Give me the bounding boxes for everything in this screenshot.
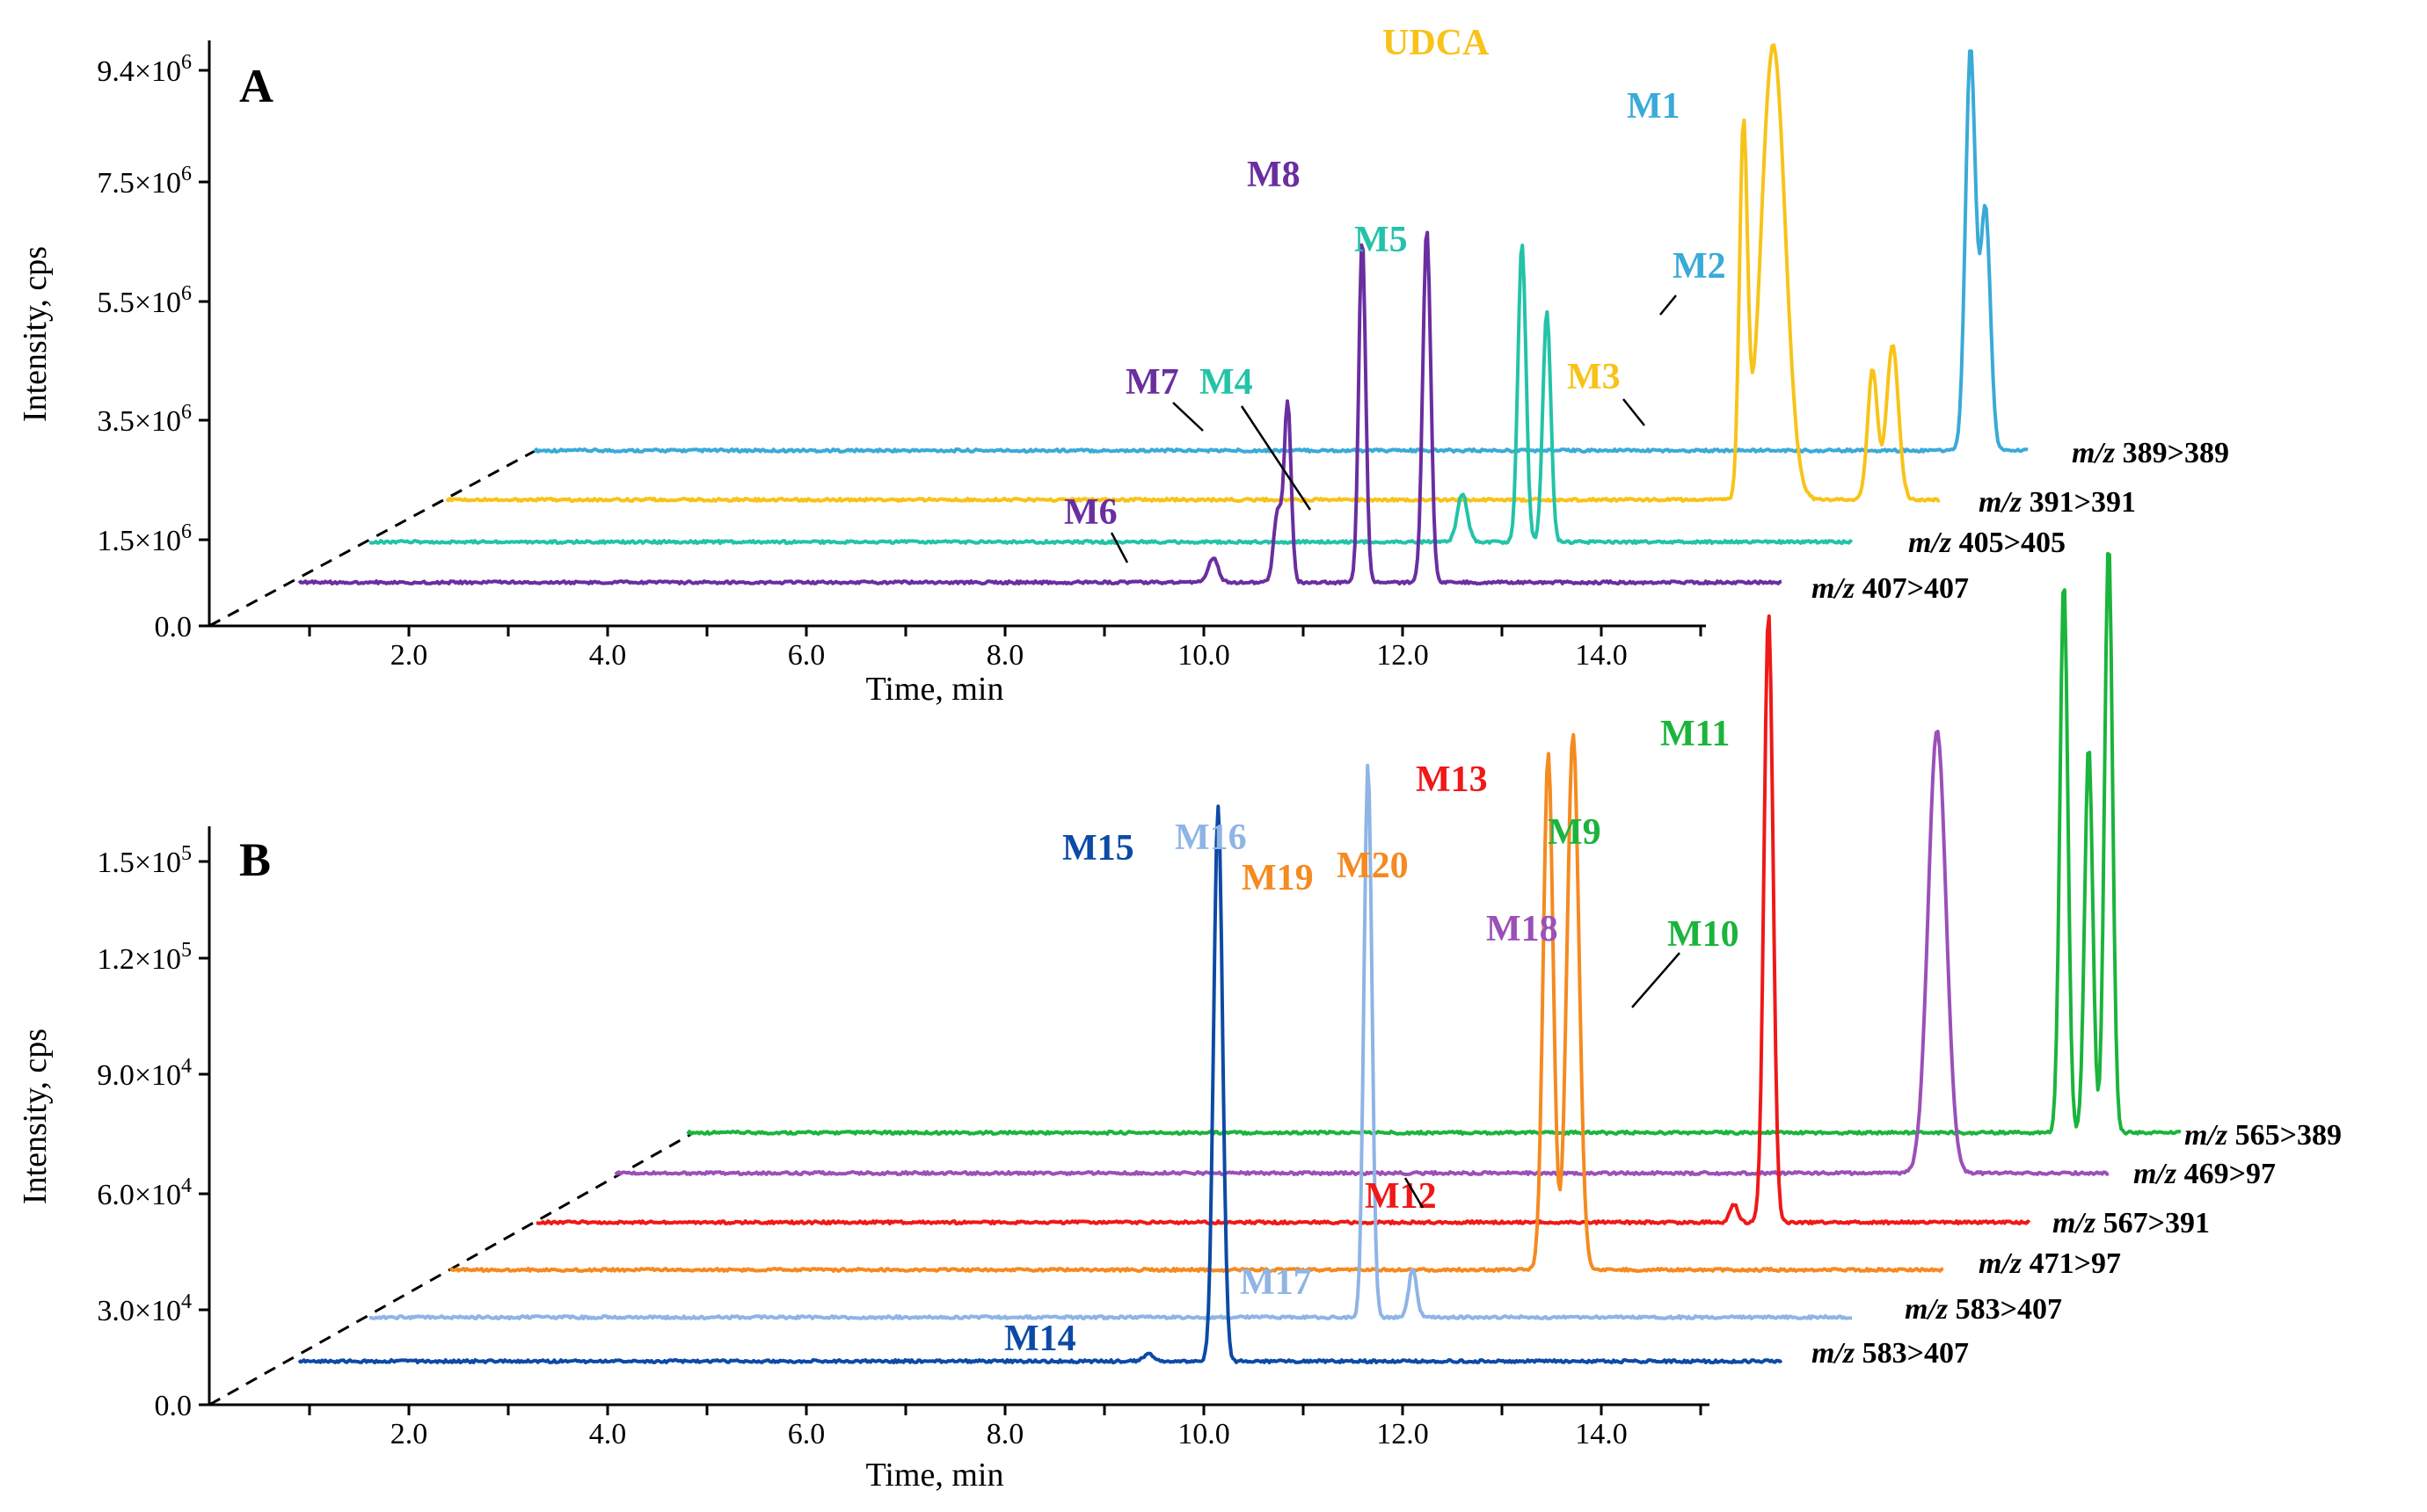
y-tick-label: 0.0 bbox=[155, 1390, 193, 1422]
trace-label-565: m/z 565>389 bbox=[2184, 1119, 2342, 1152]
leader-m7 bbox=[1172, 402, 1204, 432]
panel-a-y-ticks: 0.0 1.5×106 3.5×106 5.5×106 7.5×106 9.4×… bbox=[97, 51, 209, 643]
y-tick-label: 3.5×106 bbox=[97, 401, 192, 438]
peak-label-m7: M7 bbox=[1126, 362, 1179, 403]
panel-b-ylabel: Intensity, cps bbox=[17, 1029, 54, 1204]
trace-mz-391-391 bbox=[445, 43, 1941, 503]
peak-label-m9: M9 bbox=[1548, 812, 1601, 853]
x-tick-label: 6.0 bbox=[788, 639, 826, 672]
leader-m10 bbox=[1631, 952, 1680, 1008]
x-tick-label: 2.0 bbox=[390, 1418, 428, 1450]
leader-m3 bbox=[1622, 398, 1645, 426]
x-tick-label: 14.0 bbox=[1575, 1418, 1628, 1450]
trace-mz-471-97 bbox=[448, 732, 1944, 1273]
trace-label-389: m/z 389>389 bbox=[2072, 437, 2229, 469]
y-tick-label: 1.5×106 bbox=[97, 520, 192, 557]
x-tick-label: 4.0 bbox=[589, 1418, 627, 1450]
peak-label-m13: M13 bbox=[1416, 760, 1488, 800]
panel-b-letter: B bbox=[239, 833, 271, 886]
x-tick-label: 2.0 bbox=[390, 639, 428, 672]
panel-a-depth-axis bbox=[208, 448, 537, 628]
trace-label-469: m/z 469>97 bbox=[2133, 1158, 2276, 1190]
trace-label-567: m/z 567>391 bbox=[2052, 1207, 2210, 1239]
y-tick-label: 0.0 bbox=[155, 611, 193, 643]
leader-m4 bbox=[1240, 405, 1312, 511]
panel-a-letter: A bbox=[239, 60, 273, 113]
y-tick-label: 9.4×106 bbox=[97, 51, 192, 88]
trace-mz-407-407 bbox=[297, 230, 1782, 585]
peak-label-m3: M3 bbox=[1567, 357, 1621, 397]
peak-label-m2: M2 bbox=[1673, 246, 1726, 287]
y-tick-label: 1.2×105 bbox=[97, 939, 192, 976]
trace-mz-567-391 bbox=[536, 614, 2031, 1225]
y-tick-label: 6.0×104 bbox=[97, 1174, 192, 1211]
trace-label-407: m/z 407>407 bbox=[1811, 572, 1969, 605]
trace-label-391: m/z 391>391 bbox=[1979, 486, 2136, 519]
trace-mz-565-389 bbox=[686, 551, 2182, 1136]
peak-label-m1: M1 bbox=[1627, 86, 1680, 127]
peak-label-m17: M17 bbox=[1240, 1262, 1312, 1303]
panel-b-x-ticks: 2.0 4.0 6.0 8.0 10.0 12.0 14.0 bbox=[308, 1405, 1702, 1450]
trace-mz-405-405 bbox=[368, 244, 1854, 545]
x-tick-label: 10.0 bbox=[1177, 1418, 1230, 1450]
x-tick-label: 8.0 bbox=[987, 1418, 1024, 1450]
leader-m2 bbox=[1659, 294, 1677, 316]
leader-m12 bbox=[1403, 1177, 1425, 1209]
panel-a-x-ticks: 2.0 4.0 6.0 8.0 10.0 12.0 14.0 bbox=[308, 626, 1702, 672]
trace-label-583-dark: m/z 583>407 bbox=[1811, 1337, 1969, 1370]
y-tick-label: 7.5×106 bbox=[97, 163, 192, 200]
peak-label-udca: UDCA bbox=[1382, 23, 1490, 63]
y-tick-label: 1.5×105 bbox=[97, 842, 192, 879]
panel-b: B Intensity, cps Time, min 0.0 3.0×104 6… bbox=[17, 551, 2342, 1494]
panel-b-xlabel: Time, min bbox=[866, 1457, 1004, 1494]
trace-label-583-light: m/z 583>407 bbox=[1905, 1293, 2062, 1326]
peak-label-m10: M10 bbox=[1667, 914, 1739, 955]
peak-label-m18: M18 bbox=[1486, 909, 1558, 949]
x-tick-label: 12.0 bbox=[1376, 639, 1429, 672]
trace-mz-389-389 bbox=[533, 49, 2029, 454]
y-tick-label: 5.5×106 bbox=[97, 282, 192, 319]
y-tick-label: 9.0×104 bbox=[97, 1055, 192, 1092]
x-tick-label: 14.0 bbox=[1575, 639, 1628, 672]
y-tick-label: 3.0×104 bbox=[97, 1290, 192, 1327]
peak-label-m4: M4 bbox=[1199, 362, 1253, 403]
x-tick-label: 10.0 bbox=[1177, 639, 1230, 672]
x-tick-label: 6.0 bbox=[788, 1418, 826, 1450]
peak-label-m15: M15 bbox=[1062, 828, 1134, 869]
peak-label-m12: M12 bbox=[1365, 1176, 1437, 1217]
panel-b-y-ticks: 0.0 3.0×104 6.0×104 9.0×104 1.2×105 1.5×… bbox=[97, 842, 209, 1422]
peak-label-m16: M16 bbox=[1175, 818, 1247, 858]
x-tick-label: 8.0 bbox=[987, 639, 1024, 672]
x-tick-label: 12.0 bbox=[1376, 1418, 1429, 1450]
peak-label-m5: M5 bbox=[1354, 220, 1408, 260]
peak-label-m14: M14 bbox=[1004, 1319, 1076, 1359]
peak-label-m6: M6 bbox=[1064, 492, 1118, 533]
peak-label-m19: M19 bbox=[1242, 858, 1314, 898]
trace-label-471: m/z 471>97 bbox=[1979, 1247, 2121, 1280]
trace-mz-583-407-light bbox=[368, 763, 1853, 1320]
trace-mz-583-407-dark bbox=[297, 804, 1783, 1364]
trace-label-405: m/z 405>405 bbox=[1908, 527, 2066, 559]
panel-a: A Intensity, cps Time, min 0.0 1.5×106 3… bbox=[17, 23, 2229, 708]
peak-label-m20: M20 bbox=[1337, 846, 1409, 886]
peak-label-m11: M11 bbox=[1660, 714, 1730, 754]
panel-a-xlabel: Time, min bbox=[866, 671, 1004, 708]
peak-label-m8: M8 bbox=[1247, 155, 1301, 195]
x-tick-label: 4.0 bbox=[589, 639, 627, 672]
leader-m6 bbox=[1110, 532, 1129, 563]
panel-a-ylabel: Intensity, cps bbox=[17, 246, 54, 422]
